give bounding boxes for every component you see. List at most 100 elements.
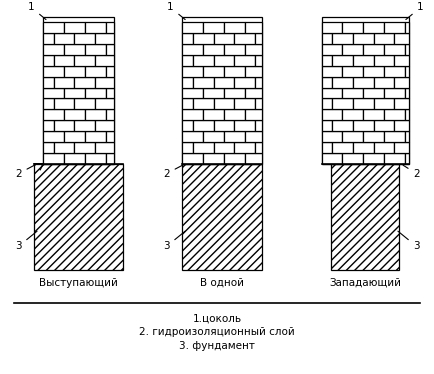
Bar (255, 77, 262, 88)
Bar (255, 142, 262, 153)
Bar (193, 55, 214, 66)
Bar (224, 131, 245, 142)
Bar (322, 120, 332, 131)
Bar (395, 77, 409, 88)
Bar (74, 77, 95, 88)
Bar (363, 66, 384, 77)
Bar (43, 153, 64, 164)
Bar (43, 98, 53, 109)
Bar (234, 77, 255, 88)
Bar (353, 142, 374, 153)
Bar (332, 164, 399, 270)
Bar (182, 142, 193, 153)
Bar (255, 98, 262, 109)
Bar (322, 109, 342, 120)
Bar (95, 120, 115, 131)
Bar (43, 33, 53, 44)
Bar (85, 88, 105, 98)
Text: 3: 3 (398, 231, 420, 251)
Bar (363, 153, 384, 164)
Bar (245, 131, 262, 142)
Bar (43, 88, 64, 98)
Bar (53, 77, 74, 88)
Bar (353, 55, 374, 66)
Bar (85, 153, 105, 164)
Bar (332, 98, 353, 109)
Bar (53, 55, 74, 66)
Bar (404, 22, 409, 33)
Bar (182, 77, 193, 88)
Text: 2: 2 (403, 165, 420, 179)
Bar (182, 98, 193, 109)
Text: 3. фундамент: 3. фундамент (179, 341, 255, 351)
Bar (342, 66, 363, 77)
Bar (105, 109, 115, 120)
Bar (395, 142, 409, 153)
Bar (182, 55, 193, 66)
Bar (203, 109, 224, 120)
Bar (234, 55, 255, 66)
Bar (224, 44, 245, 55)
Bar (404, 44, 409, 55)
Bar (74, 142, 95, 153)
Bar (255, 55, 262, 66)
Bar (43, 44, 64, 55)
Bar (363, 44, 384, 55)
Bar (374, 55, 395, 66)
Bar (85, 22, 105, 33)
Bar (224, 109, 245, 120)
Bar (342, 44, 363, 55)
Bar (234, 142, 255, 153)
Bar (245, 109, 262, 120)
Bar (353, 33, 374, 44)
Bar (182, 131, 203, 142)
Bar (85, 44, 105, 55)
Bar (332, 55, 353, 66)
Bar (182, 109, 203, 120)
Bar (224, 153, 245, 164)
Bar (322, 131, 342, 142)
Bar (384, 88, 404, 98)
Bar (182, 88, 203, 98)
Bar (224, 22, 245, 33)
Bar (255, 33, 262, 44)
Bar (182, 22, 203, 33)
Bar (322, 142, 332, 153)
Bar (64, 44, 85, 55)
Bar (85, 66, 105, 77)
Bar (53, 120, 74, 131)
Bar (342, 153, 363, 164)
Text: 1: 1 (406, 3, 424, 19)
Bar (404, 109, 409, 120)
Bar (234, 120, 255, 131)
Bar (43, 55, 53, 66)
Bar (105, 131, 115, 142)
Bar (203, 131, 224, 142)
Bar (214, 142, 234, 153)
Bar (353, 77, 374, 88)
Bar (105, 88, 115, 98)
Bar (332, 77, 353, 88)
Bar (74, 55, 95, 66)
Bar (404, 153, 409, 164)
Text: 3: 3 (15, 231, 37, 251)
Bar (105, 66, 115, 77)
Bar (64, 153, 85, 164)
Bar (214, 33, 234, 44)
Bar (395, 33, 409, 44)
Bar (64, 109, 85, 120)
Bar (322, 17, 409, 164)
Bar (95, 98, 115, 109)
Bar (95, 142, 115, 153)
Bar (85, 109, 105, 120)
Bar (43, 66, 64, 77)
Bar (74, 120, 95, 131)
Bar (74, 98, 95, 109)
Bar (214, 55, 234, 66)
Bar (374, 77, 395, 88)
Bar (374, 33, 395, 44)
Bar (322, 33, 332, 44)
Bar (255, 120, 262, 131)
Bar (214, 120, 234, 131)
Bar (74, 33, 95, 44)
